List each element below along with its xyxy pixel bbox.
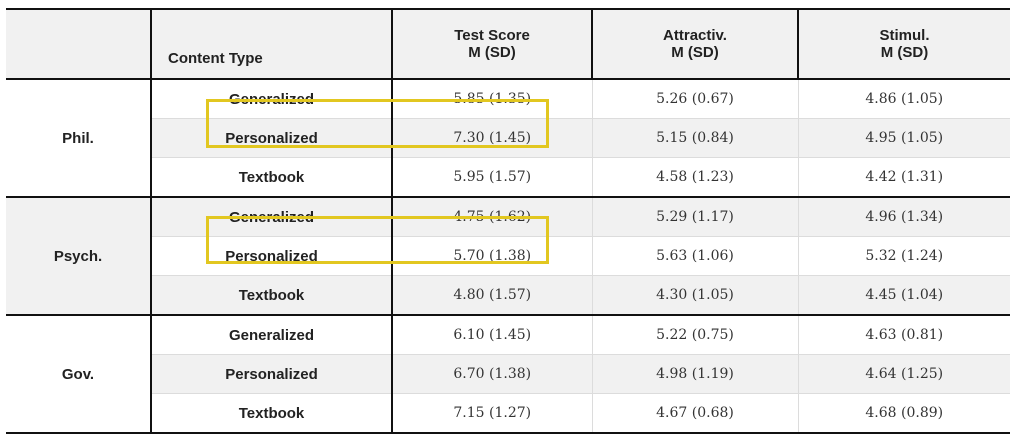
content-type-cell: Textbook <box>151 393 393 434</box>
stimulation-cell: 4.86 (1.05) <box>798 79 1010 119</box>
header-content-type: Content Type <box>151 9 393 80</box>
stimulation-cell: 4.95 (1.05) <box>798 118 1010 158</box>
attractiveness-cell: 4.98 (1.19) <box>592 354 799 394</box>
content-type-cell: Personalized <box>151 118 393 158</box>
attractiveness-cell: 5.15 (0.84) <box>592 118 799 158</box>
table-row: Personalized 5.70 (1.38) 5.63 (1.06) 5.3… <box>6 236 1010 276</box>
content-type-cell: Textbook <box>151 157 393 198</box>
results-table: Content Type Test Score M (SD) Attractiv… <box>6 8 1010 434</box>
group-label-gov: Gov. <box>6 315 152 434</box>
header-attractiveness: Attractiv. M (SD) <box>592 9 799 80</box>
header-group <box>6 9 152 80</box>
table-row: Personalized 6.70 (1.38) 4.98 (1.19) 4.6… <box>6 354 1010 394</box>
attractiveness-cell: 4.58 (1.23) <box>592 157 799 198</box>
stimulation-cell: 4.64 (1.25) <box>798 354 1010 394</box>
stimulation-cell: 5.32 (1.24) <box>798 236 1010 276</box>
table-row: Textbook 7.15 (1.27) 4.67 (0.68) 4.68 (0… <box>6 393 1010 434</box>
test-score-cell: 5.70 (1.38) <box>392 236 593 276</box>
table-row: Psych. Generalized 4.75 (1.62) 5.29 (1.1… <box>6 197 1010 316</box>
stimulation-cell: 4.68 (0.89) <box>798 393 1010 434</box>
test-score-cell: 4.80 (1.57) <box>392 275 593 316</box>
header-test-score-line1: Test Score <box>454 27 530 44</box>
attractiveness-cell: 5.29 (1.17) <box>592 197 799 237</box>
group-label-psych: Psych. <box>6 197 152 316</box>
test-score-cell: 6.70 (1.38) <box>392 354 593 394</box>
stimulation-cell: 4.96 (1.34) <box>798 197 1010 237</box>
table-row: Personalized 7.30 (1.45) 5.15 (0.84) 4.9… <box>6 118 1010 158</box>
content-type-cell: Textbook <box>151 275 393 316</box>
test-score-cell: 5.95 (1.57) <box>392 157 593 198</box>
group-label-phil: Phil. <box>6 79 152 198</box>
table-row: Textbook 4.80 (1.57) 4.30 (1.05) 4.45 (1… <box>6 275 1010 316</box>
stimulation-cell: 4.45 (1.04) <box>798 275 1010 316</box>
attractiveness-cell: 5.26 (0.67) <box>592 79 799 119</box>
content-type-cell: Generalized <box>151 79 393 119</box>
header-attractiveness-line1: Attractiv. <box>663 27 727 44</box>
header-test-score: Test Score M (SD) <box>392 9 593 80</box>
attractiveness-cell: 5.63 (1.06) <box>592 236 799 276</box>
content-type-cell: Generalized <box>151 315 393 355</box>
attractiveness-cell: 4.30 (1.05) <box>592 275 799 316</box>
test-score-cell: 7.30 (1.45) <box>392 118 593 158</box>
content-type-cell: Generalized <box>151 197 393 237</box>
test-score-cell: 5.85 (1.35) <box>392 79 593 119</box>
header-stimulation: Stimul. M (SD) <box>798 9 1010 80</box>
table-row: Gov. Generalized 6.10 (1.45) 5.22 (0.75)… <box>6 315 1010 434</box>
stimulation-cell: 4.63 (0.81) <box>798 315 1010 355</box>
header-stimulation-line2: M (SD) <box>880 44 929 61</box>
attractiveness-cell: 4.67 (0.68) <box>592 393 799 434</box>
test-score-cell: 4.75 (1.62) <box>392 197 593 237</box>
header-attractiveness-line2: M (SD) <box>671 44 719 61</box>
content-type-cell: Personalized <box>151 236 393 276</box>
header-row: Content Type Test Score M (SD) Attractiv… <box>6 9 1010 80</box>
stimulation-cell: 4.42 (1.31) <box>798 157 1010 198</box>
results-table-container: Content Type Test Score M (SD) Attractiv… <box>6 8 1010 434</box>
content-type-cell: Personalized <box>151 354 393 394</box>
header-test-score-line2: M (SD) <box>468 44 516 61</box>
test-score-cell: 7.15 (1.27) <box>392 393 593 434</box>
table-row: Textbook 5.95 (1.57) 4.58 (1.23) 4.42 (1… <box>6 157 1010 198</box>
test-score-cell: 6.10 (1.45) <box>392 315 593 355</box>
attractiveness-cell: 5.22 (0.75) <box>592 315 799 355</box>
header-stimulation-line1: Stimul. <box>879 27 930 44</box>
table-row: Phil. Generalized 5.85 (1.35) 5.26 (0.67… <box>6 79 1010 198</box>
